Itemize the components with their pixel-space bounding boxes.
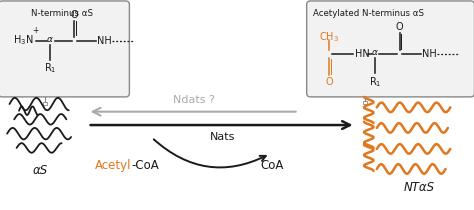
- Text: O: O: [325, 77, 333, 87]
- Text: $\alpha$: $\alpha$: [46, 35, 54, 44]
- Text: NH: NH: [97, 35, 112, 46]
- Text: CoA: CoA: [261, 159, 284, 172]
- Text: αS: αS: [33, 164, 48, 177]
- Text: N-terminus αS: N-terminus αS: [31, 9, 93, 18]
- Text: Acetylated N-terminus αS: Acetylated N-terminus αS: [313, 9, 424, 18]
- Text: Acetyl: Acetyl: [95, 159, 132, 172]
- Text: NTαS: NTαS: [404, 181, 435, 194]
- Text: $\mathsf{CH_3}$: $\mathsf{CH_3}$: [319, 30, 338, 44]
- Text: Nats: Nats: [210, 132, 236, 142]
- Text: -CoA: -CoA: [132, 159, 160, 172]
- FancyBboxPatch shape: [0, 1, 129, 97]
- Text: $\mathsf{R_1}$: $\mathsf{R_1}$: [369, 75, 381, 89]
- Text: O: O: [71, 10, 78, 20]
- Text: NH: NH: [422, 49, 437, 59]
- Text: +: +: [32, 26, 38, 35]
- Text: Ndats ?: Ndats ?: [173, 95, 215, 105]
- FancyBboxPatch shape: [307, 1, 474, 97]
- Bar: [363, 101, 367, 104]
- Text: $\mathsf{R_1}$: $\mathsf{R_1}$: [44, 62, 56, 75]
- Text: $\alpha$: $\alpha$: [371, 49, 379, 58]
- Text: $\mathsf{H_3N}$: $\mathsf{H_3N}$: [13, 34, 33, 47]
- Text: HN: HN: [355, 49, 370, 59]
- Text: O: O: [396, 22, 403, 33]
- Bar: [43, 102, 47, 105]
